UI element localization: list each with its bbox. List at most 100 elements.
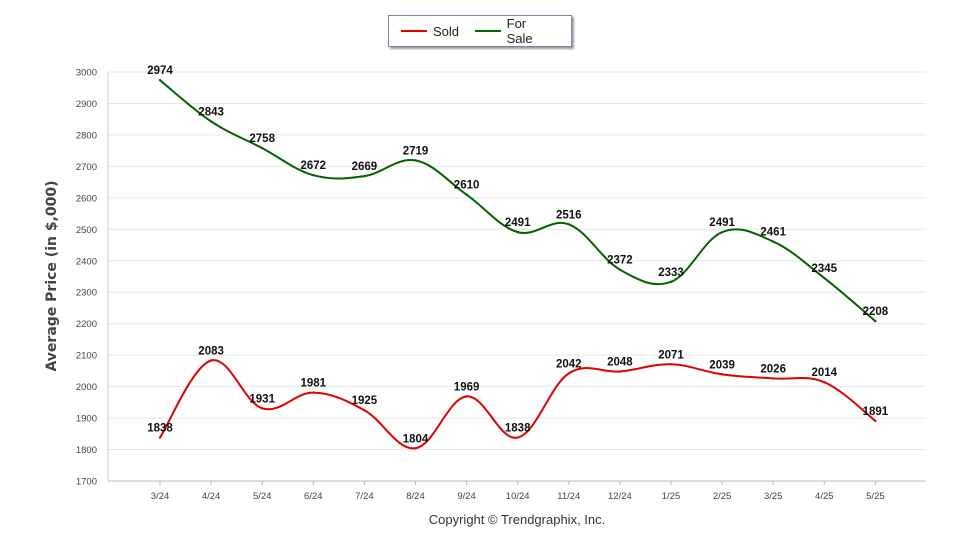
x-tick-label: 11/24 (557, 491, 580, 502)
y-tick-label: 1900 (76, 414, 97, 425)
data-label-for-sale: 2461 (760, 227, 786, 239)
data-point-sold (209, 359, 213, 362)
data-label-sold: 2042 (556, 358, 582, 370)
data-point-for-sale (772, 240, 775, 243)
y-tick-label: 1700 (76, 477, 97, 488)
data-point-for-sale (465, 193, 468, 196)
x-tick-label: 10/24 (506, 491, 530, 502)
data-label-for-sale: 2843 (198, 106, 224, 118)
data-point-sold (363, 409, 366, 412)
data-label-for-sale: 2974 (147, 65, 173, 77)
data-label-for-sale: 2669 (352, 161, 378, 173)
data-point-for-sale (414, 159, 417, 162)
data-point-sold (618, 370, 622, 373)
y-tick-label: 2800 (76, 130, 97, 141)
data-point-sold (823, 381, 826, 384)
x-tick-label: 3/24 (151, 491, 170, 502)
y-axis-label: Average Price (in $,000) (44, 180, 60, 372)
data-point-sold (465, 395, 468, 398)
data-point-sold (158, 436, 162, 439)
legend-item-sold[interactable]: Sold (401, 24, 459, 39)
data-label-sold: 2071 (658, 349, 684, 361)
data-point-sold (720, 373, 724, 376)
y-tick-label: 2500 (76, 225, 97, 236)
data-label-sold: 1891 (863, 406, 889, 418)
copyright-text: Copyright © Trendgraphix, Inc. (428, 512, 606, 527)
data-point-sold (874, 419, 877, 423)
data-point-for-sale (720, 230, 724, 234)
data-point-for-sale (874, 319, 877, 323)
data-label-for-sale: 2516 (556, 209, 582, 221)
axes: 1700 1800 1900 2000 2100 2200 2300 2400 2500 2600… (76, 68, 926, 502)
x-tick-label: 9/24 (457, 491, 476, 502)
data-label-sold: 2026 (760, 363, 786, 375)
data-label-sold: 1838 (505, 423, 531, 435)
y-tick-label: 2400 (76, 256, 97, 267)
data-label-sold: 2048 (607, 357, 633, 369)
data-point-sold (669, 363, 673, 366)
data-point-sold (261, 407, 264, 410)
data-label-for-sale: 2610 (454, 180, 480, 192)
x-tick-label: 4/25 (815, 491, 834, 502)
data-label-for-sale: 2372 (607, 255, 633, 267)
series-lines (158, 78, 877, 450)
data-label-sold: 1838 (147, 423, 173, 435)
y-tick-label: 3000 (76, 68, 97, 79)
data-label-for-sale: 2333 (658, 267, 684, 279)
data-point-sold (414, 447, 417, 450)
data-point-sold (312, 391, 315, 394)
x-tick-label: 5/24 (253, 491, 272, 502)
x-tick-label: 12/24 (608, 491, 632, 502)
y-tick-label: 2700 (76, 162, 97, 173)
data-label-sold: 1925 (352, 395, 378, 407)
data-label-for-sale: 2345 (812, 263, 838, 275)
data-label-for-sale: 2491 (709, 217, 735, 229)
x-tick-label: 7/24 (355, 491, 374, 502)
x-tick-label: 8/24 (406, 491, 425, 502)
data-point-for-sale (823, 276, 826, 280)
data-point-for-sale (618, 268, 622, 271)
series-line-for-sale (159, 79, 877, 322)
y-tick-label: 2300 (76, 288, 97, 299)
data-point-for-sale (209, 120, 213, 123)
data-label-sold: 2083 (198, 346, 224, 358)
data-point-sold (567, 372, 570, 375)
data-point-for-sale (312, 173, 315, 177)
data-label-for-sale: 2672 (301, 160, 327, 172)
data-point-sold (516, 436, 519, 439)
x-tick-label: 6/24 (304, 491, 323, 502)
data-label-for-sale: 2719 (403, 145, 429, 157)
series-line-sold (159, 359, 877, 450)
data-point-for-sale (363, 174, 366, 178)
data-label-for-sale: 2208 (863, 306, 889, 318)
data-label-sold: 1981 (301, 378, 327, 390)
y-tick-label: 2100 (76, 351, 97, 362)
data-label-sold: 2014 (812, 367, 838, 379)
legend-label-sold: Sold (433, 23, 460, 39)
y-tick-label: 2600 (76, 193, 97, 204)
y-tick-label: 2000 (76, 382, 97, 393)
y-tick-label: 1800 (76, 445, 97, 456)
data-label-sold: 1804 (403, 433, 429, 445)
x-tick-label: 4/24 (202, 491, 221, 502)
legend-swatch-for-sale (475, 30, 501, 32)
chart-legend[interactable]: Sold For Sale (388, 15, 572, 47)
x-tick-label: 1/25 (662, 491, 681, 502)
data-point-for-sale (567, 223, 570, 226)
y-tick-label: 2900 (76, 99, 97, 110)
gridlines (108, 71, 926, 482)
legend-label-for-sale: For Sale (506, 16, 533, 46)
data-labels: 1838 2083 1931 1981 1925 1804 1969 1838 2042 2048… (147, 65, 889, 445)
data-label-sold: 1969 (454, 381, 480, 393)
legend-item-for-sale[interactable]: For Sale (475, 16, 555, 46)
data-point-sold (772, 377, 775, 380)
x-tick-label: 2/25 (713, 491, 732, 502)
data-label-for-sale: 2491 (505, 217, 531, 229)
data-label-sold: 1931 (249, 393, 275, 405)
legend-swatch-sold (401, 30, 427, 32)
y-tick-label: 2200 (76, 319, 97, 330)
data-point-for-sale (516, 230, 519, 234)
data-point-for-sale (261, 146, 264, 150)
data-point-for-sale (158, 78, 162, 82)
